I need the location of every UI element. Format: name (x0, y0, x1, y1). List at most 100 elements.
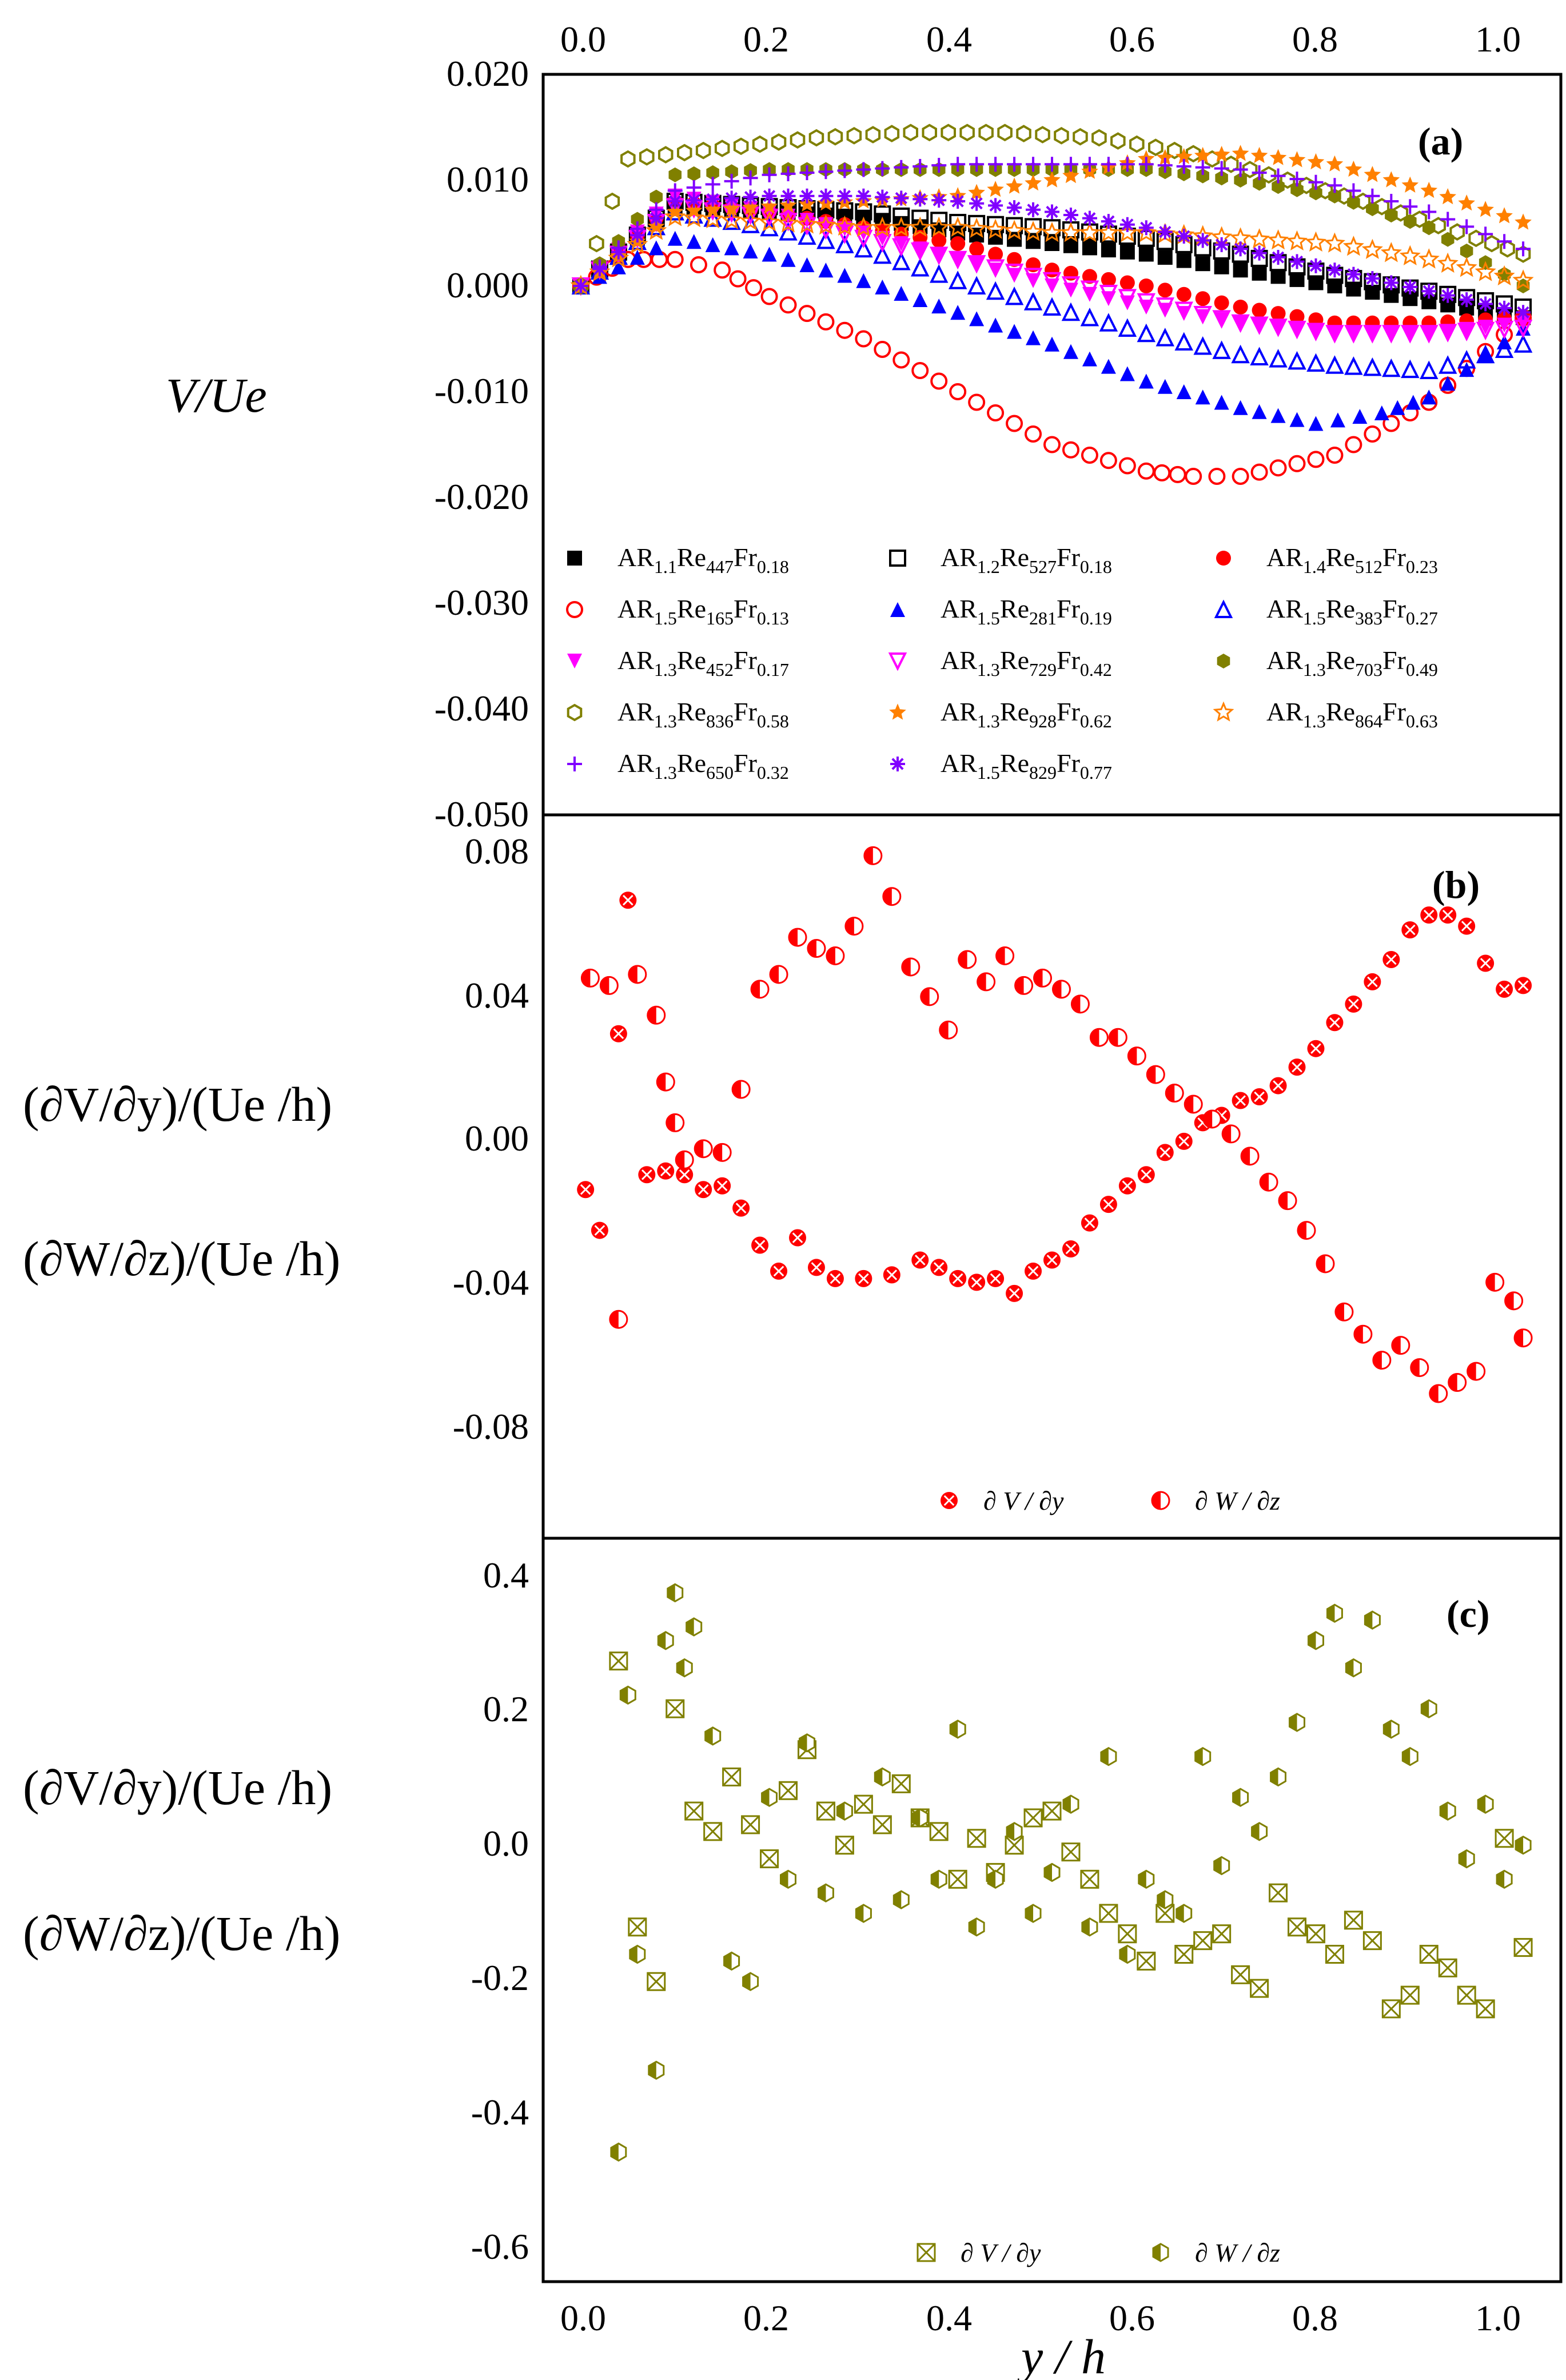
data-point (1081, 447, 1098, 464)
data-point (988, 157, 1003, 172)
data-point (1025, 1904, 1042, 1923)
data-point (1288, 320, 1306, 340)
data-point (1384, 326, 1399, 341)
data-point (1193, 336, 1212, 355)
data-point (884, 125, 900, 142)
data-point (1138, 278, 1154, 293)
data-point (1233, 300, 1248, 315)
data-point (920, 987, 939, 1006)
data-point (798, 305, 816, 323)
data-point (1007, 324, 1022, 339)
data-point (1308, 416, 1324, 431)
data-point (1430, 217, 1446, 234)
top-x-ticks: 0.0 0.2 0.4 0.6 0.8 1.0 (560, 19, 1521, 59)
data-point (1061, 1842, 1081, 1862)
data-point (834, 215, 855, 236)
data-point (892, 351, 910, 369)
data-point (1101, 359, 1116, 374)
data-point (1195, 233, 1210, 248)
data-point (743, 170, 758, 186)
data-point (1213, 146, 1230, 162)
data-point (966, 217, 987, 238)
data-point (1119, 157, 1135, 172)
legend-label: AR1.3Re452Fr0.17 (617, 646, 789, 680)
data-point (950, 157, 966, 172)
data-point (779, 196, 797, 213)
data-point (724, 173, 739, 189)
data-point (1054, 126, 1069, 145)
data-point (668, 167, 682, 182)
data-point (1148, 138, 1163, 157)
data-point (1051, 980, 1071, 999)
data-point (1365, 326, 1380, 341)
data-point (628, 965, 647, 984)
data-point (1326, 155, 1344, 172)
data-point (894, 190, 909, 206)
data-point (1495, 320, 1514, 340)
data-point (1458, 917, 1476, 935)
legend-item: AR1.3Re836Fr0.58 (567, 697, 789, 731)
data-point (723, 200, 740, 216)
data-point (969, 196, 985, 211)
data-point (837, 163, 852, 178)
data-point (1101, 214, 1116, 229)
panel-b-y-ticks: 0.08 0.04 0.00 -0.04 -0.08 (453, 831, 529, 1447)
data-point (1045, 157, 1059, 172)
data-point (1382, 171, 1400, 188)
data-point (1438, 324, 1457, 343)
data-point (818, 164, 834, 180)
data-point (1516, 305, 1531, 320)
data-point (1176, 158, 1192, 174)
data-point (1146, 1065, 1165, 1084)
data-point (1137, 1166, 1155, 1184)
data-point (779, 222, 798, 241)
data-point (761, 1788, 778, 1807)
data-point (1185, 468, 1202, 485)
data-point (1135, 221, 1157, 242)
data-point (1289, 321, 1305, 337)
data-point (705, 192, 720, 207)
data-point (891, 1774, 911, 1793)
data-point (1233, 162, 1248, 177)
data-point (1175, 1132, 1193, 1150)
data-point (1364, 425, 1381, 443)
data-point (1477, 1794, 1494, 1814)
legend-label: AR1.5Re383Fr0.27 (1266, 594, 1438, 628)
y-tick: 0.2 (483, 1689, 529, 1729)
data-point (1176, 229, 1192, 244)
data-point (1305, 231, 1327, 252)
data-point (1082, 269, 1097, 284)
data-point (1365, 188, 1380, 204)
legend-item: ∂ W / ∂z (1152, 2238, 1280, 2267)
data-point (826, 1269, 844, 1287)
data-point (929, 246, 949, 265)
data-point (725, 164, 738, 180)
data-point (647, 217, 665, 234)
data-point (1344, 1911, 1363, 1930)
data-point (1006, 1284, 1023, 1302)
data-point (969, 241, 985, 257)
data-point (1476, 1999, 1495, 2019)
data-point (1441, 232, 1455, 247)
data-point (1515, 245, 1531, 263)
data-point (1041, 221, 1063, 242)
data-point (1194, 146, 1212, 164)
data-point (1496, 1869, 1513, 1889)
data-point (1242, 161, 1258, 178)
panel-c-legend: ∂ V / ∂y ∂ W / ∂z (917, 2238, 1280, 2267)
data-point (1457, 350, 1476, 369)
data-point (1288, 151, 1306, 168)
x-tick: 1.0 (1475, 2298, 1521, 2338)
data-point (969, 311, 985, 327)
legend-label: AR1.3Re864Fr0.63 (1266, 697, 1438, 731)
legend-label: AR1.5Re281Fr0.19 (941, 594, 1112, 628)
data-point (872, 1815, 892, 1834)
legend-item: AR1.1Re447Fr0.18 (567, 543, 789, 577)
data-point (1497, 234, 1512, 249)
data-point (837, 268, 852, 283)
data-point (816, 230, 835, 249)
data-point (855, 1269, 872, 1287)
data-point (1365, 285, 1380, 300)
data-point (1440, 212, 1456, 227)
data-point (909, 216, 931, 237)
